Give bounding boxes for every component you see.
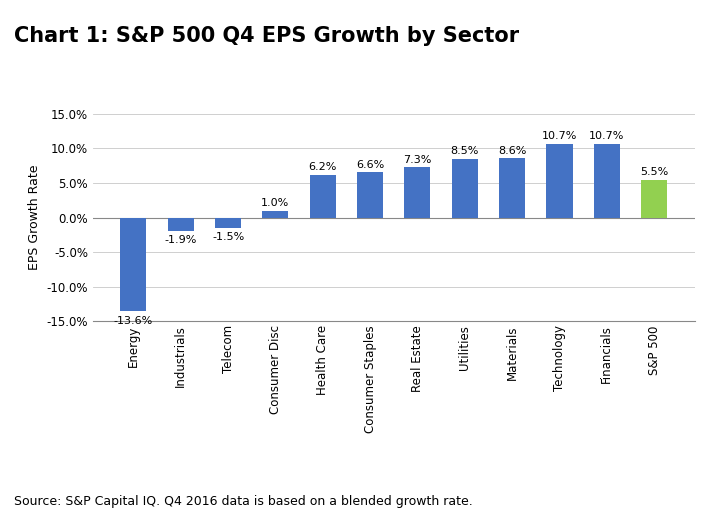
- Bar: [357, 172, 383, 218]
- Bar: [263, 211, 289, 218]
- Bar: [499, 158, 525, 218]
- Text: Source: S&P Capital IQ. Q4 2016 data is based on a blended growth rate.: Source: S&P Capital IQ. Q4 2016 data is …: [14, 495, 473, 508]
- Text: 8.5%: 8.5%: [450, 147, 479, 156]
- Bar: [168, 218, 194, 231]
- Bar: [641, 180, 667, 218]
- Bar: [215, 218, 241, 228]
- Text: 7.3%: 7.3%: [403, 155, 432, 165]
- Bar: [120, 218, 147, 311]
- Text: -1.5%: -1.5%: [212, 232, 244, 242]
- Text: 1.0%: 1.0%: [261, 198, 289, 208]
- Text: 10.7%: 10.7%: [589, 131, 624, 141]
- Bar: [452, 159, 478, 218]
- Y-axis label: EPS Growth Rate: EPS Growth Rate: [28, 165, 41, 270]
- Text: -1.9%: -1.9%: [165, 235, 197, 245]
- Bar: [405, 167, 430, 218]
- Bar: [546, 143, 573, 218]
- Text: Chart 1: S&P 500 Q4 EPS Growth by Sector: Chart 1: S&P 500 Q4 EPS Growth by Sector: [14, 26, 519, 46]
- Text: -13.6%: -13.6%: [114, 315, 153, 326]
- Bar: [310, 175, 336, 218]
- Text: 5.5%: 5.5%: [640, 167, 668, 177]
- Text: 8.6%: 8.6%: [498, 146, 526, 156]
- Bar: [594, 143, 620, 218]
- Text: 10.7%: 10.7%: [542, 131, 577, 141]
- Text: 6.2%: 6.2%: [309, 162, 337, 172]
- Text: 6.6%: 6.6%: [356, 160, 384, 169]
